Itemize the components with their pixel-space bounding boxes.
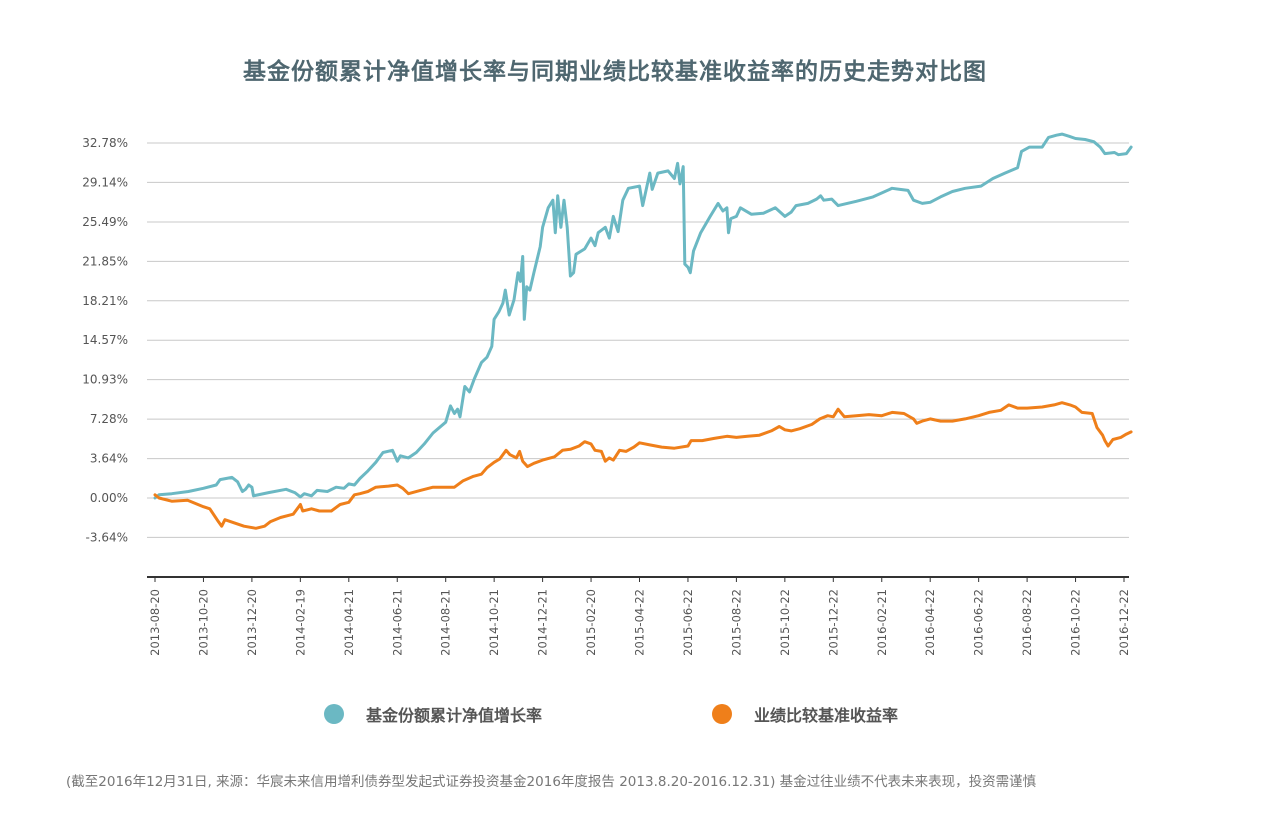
x-tick-label: 2014-04-21 <box>342 589 356 656</box>
series-lines <box>153 132 1133 530</box>
x-tick-label: 2015-08-22 <box>729 589 743 656</box>
legend-item-benchmark: 业绩比较基准收益率 <box>712 702 898 726</box>
grid-lines <box>147 142 1129 538</box>
x-tick-label: 2015-02-20 <box>584 589 598 656</box>
y-tick-label: -3.64% <box>86 530 128 544</box>
x-tick-label: 2014-12-21 <box>536 589 550 656</box>
y-tick-label: 29.14% <box>82 175 128 189</box>
x-tick-label: 2015-06-22 <box>681 589 695 656</box>
y-tick-label: 32.78% <box>82 136 128 150</box>
x-tick-label: 2014-08-21 <box>439 589 453 656</box>
x-tick-label: 2014-10-21 <box>487 589 501 656</box>
legend-item-nav: 基金份额累计净值增长率 <box>324 702 542 726</box>
y-tick-label: 18.21% <box>82 294 128 308</box>
y-tick-label: 14.57% <box>82 333 128 347</box>
x-axis-ticks: 2013-08-20 2013-10-20 2013-12-20 2014-02-19… <box>148 577 1131 656</box>
series-line-nav <box>153 132 1133 500</box>
x-tick-label: 2013-10-20 <box>196 589 210 656</box>
y-tick-label: 3.64% <box>90 452 128 466</box>
x-tick-label: 2016-04-22 <box>923 589 937 656</box>
chart-title: 基金份额累计净值增长率与同期业绩比较基准收益率的历史走势对比图 <box>243 59 987 85</box>
x-tick-label: 2015-04-22 <box>633 589 647 656</box>
y-tick-label: 7.28% <box>90 412 128 426</box>
legend-dot-nav <box>324 704 344 724</box>
y-tick-label: 21.85% <box>82 254 128 268</box>
legend-dot-benchmark <box>712 704 732 724</box>
y-axis-ticks: 32.78% 29.14% 25.49% 21.85% 18.21% 14.57% 10.9… <box>82 136 128 544</box>
x-tick-label: 2016-08-22 <box>1020 589 1034 656</box>
legend-label-nav: 基金份额累计净值增长率 <box>366 706 543 725</box>
x-tick-label: 2013-08-20 <box>148 589 162 656</box>
y-tick-label: 0.00% <box>90 491 128 505</box>
x-tick-label: 2015-10-22 <box>778 589 792 656</box>
x-tick-label: 2016-06-22 <box>972 589 986 656</box>
source-footnote: (截至2016年12月31日, 来源：华宸未来信用增利债券型发起式证券投资基金2… <box>66 774 1037 790</box>
legend-label-benchmark: 业绩比较基准收益率 <box>754 706 899 725</box>
x-tick-label: 2016-10-22 <box>1069 589 1083 656</box>
series-line-benchmark <box>153 401 1133 530</box>
x-tick-label: 2014-02-19 <box>293 589 307 656</box>
x-tick-label: 2016-12-22 <box>1117 589 1131 656</box>
x-tick-label: 2015-12-22 <box>826 589 840 656</box>
x-tick-label: 2013-12-20 <box>245 589 259 656</box>
y-tick-label: 10.93% <box>82 373 128 387</box>
x-tick-label: 2016-02-21 <box>875 589 889 656</box>
y-tick-label: 25.49% <box>82 215 128 229</box>
x-tick-label: 2014-06-21 <box>390 589 404 656</box>
